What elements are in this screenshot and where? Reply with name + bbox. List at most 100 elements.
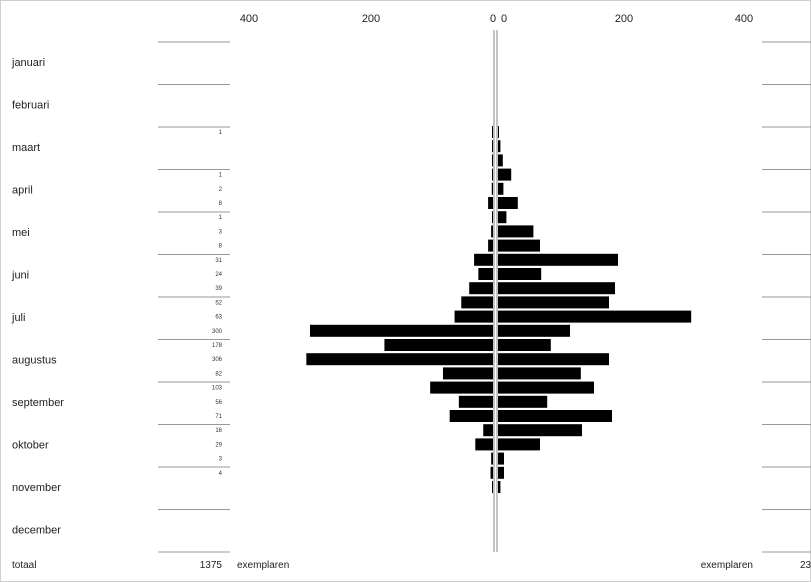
bar-right — [498, 239, 540, 252]
bar-value-label: 71 — [215, 414, 222, 420]
bar-value-label: 82 — [215, 371, 222, 377]
month-labels: januari februari maart april mei juni juli augu… — [11, 57, 64, 537]
bar-right — [498, 140, 501, 153]
right-axis-tick: 400 — [735, 13, 753, 25]
bar-right — [498, 324, 570, 337]
bar-right — [498, 310, 692, 323]
bar-right — [498, 438, 540, 451]
bar-right — [498, 410, 612, 422]
left-axis-tick: 0 — [490, 13, 496, 25]
month-label: januari — [11, 57, 45, 69]
bar-left — [490, 466, 493, 479]
right-axis-tick: 200 — [615, 13, 633, 25]
bar-left — [492, 168, 493, 181]
bar-left — [310, 324, 493, 337]
bar-value-label: 3 — [219, 229, 223, 235]
bar-right — [498, 154, 503, 167]
footer-row: totaal 1375 exemplaren exemplaren 23 — [12, 560, 811, 571]
bar-right — [498, 197, 518, 209]
bar-value-label: 31 — [215, 258, 222, 264]
bar-left — [442, 367, 493, 380]
month-label: april — [12, 185, 33, 197]
bar-right — [498, 381, 594, 394]
footer-left-unit: exemplaren — [237, 560, 289, 571]
bar-left — [461, 296, 493, 309]
bar-left — [458, 395, 493, 408]
row-separators — [158, 41, 811, 553]
footer-right-total: 23 — [800, 560, 811, 571]
bar-left — [488, 197, 493, 209]
bar-value-label: 52 — [215, 300, 222, 306]
bar-value-label: 24 — [215, 272, 222, 278]
left-axis-tick: 200 — [362, 13, 380, 25]
bar-left — [483, 424, 493, 437]
bar-value-label: 1 — [219, 130, 223, 136]
bar-right — [498, 182, 504, 195]
bar-value-label: 300 — [212, 329, 223, 335]
bar-value-label: 3 — [219, 457, 223, 463]
bar-value-label: 1 — [219, 215, 223, 221]
month-label: september — [12, 397, 64, 409]
footer-row-label: totaal — [12, 560, 36, 571]
axis-tick-labels: 400 200 0 0 200 400 — [240, 13, 753, 25]
bar-right — [498, 424, 582, 437]
bar-right — [498, 282, 615, 295]
bar-left — [475, 438, 493, 451]
bar-left — [449, 410, 493, 422]
bar-right — [498, 126, 499, 138]
bar-left — [491, 225, 493, 238]
bar-right — [498, 168, 512, 181]
bar-value-label: 178 — [212, 343, 223, 349]
month-label: juli — [11, 312, 25, 324]
bar-value-label: 56 — [215, 400, 222, 406]
bar-right — [498, 367, 581, 380]
bar-right — [498, 481, 501, 493]
bar-right — [498, 253, 618, 266]
month-label: oktober — [12, 440, 49, 452]
bar-value-label: 8 — [219, 244, 223, 250]
left-value-labels: 1128138312439526330017830682103567116293… — [212, 130, 223, 477]
bar-value-label: 39 — [215, 286, 222, 292]
bar-right — [498, 339, 551, 351]
bar-right — [498, 452, 504, 465]
bar-value-label: 306 — [212, 357, 223, 363]
right-axis-tick: 0 — [501, 13, 507, 25]
bar-right — [498, 211, 507, 224]
bar-value-label: 4 — [219, 471, 223, 477]
bar-left — [491, 182, 493, 195]
bar-value-label: 2 — [219, 187, 223, 193]
bar-right — [498, 353, 609, 366]
bar-right — [498, 296, 609, 309]
bar-value-label: 1 — [219, 173, 223, 179]
bar-right — [498, 466, 504, 479]
bar-right — [498, 268, 542, 280]
bar-left — [491, 452, 493, 465]
bar-left — [454, 310, 493, 323]
bar-value-label: 103 — [212, 386, 223, 392]
month-label: november — [12, 482, 61, 494]
bar-left — [488, 239, 493, 252]
month-label: februari — [12, 100, 49, 112]
bar-left — [384, 339, 493, 351]
bar-left — [492, 140, 493, 153]
bar-left — [492, 481, 493, 493]
bar-value-label: 63 — [215, 315, 222, 321]
month-label: maart — [12, 142, 40, 154]
month-label: juni — [11, 270, 29, 282]
bar-left — [430, 381, 493, 394]
bar-series — [306, 126, 692, 493]
bar-left — [474, 253, 493, 266]
month-label: december — [12, 525, 61, 537]
bar-right — [498, 225, 534, 238]
footer-right-unit: exemplaren — [701, 560, 753, 571]
month-label: mei — [12, 227, 30, 239]
bar-left — [469, 282, 493, 295]
bar-left — [306, 353, 493, 366]
bar-value-label: 16 — [215, 428, 222, 434]
bar-value-label: 8 — [219, 201, 223, 207]
bar-left — [492, 211, 493, 224]
bar-right — [498, 395, 548, 408]
